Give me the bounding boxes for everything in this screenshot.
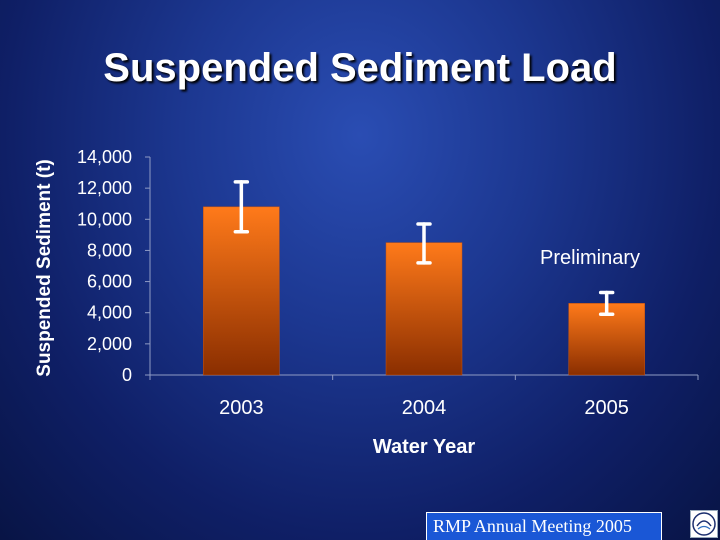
y-tick-label: 10,000: [77, 209, 132, 229]
slide-title: Suspended Sediment Load: [103, 46, 617, 90]
y-tick-label: 0: [122, 365, 132, 385]
y-tick-label: 8,000: [87, 240, 132, 260]
footer-text: RMP Annual Meeting 2005: [433, 516, 632, 536]
error-bar-2005: [598, 290, 615, 317]
preliminary-note: Preliminary: [540, 247, 641, 269]
x-tick-label: 2003: [219, 397, 264, 419]
y-tick-label: 6,000: [87, 272, 132, 292]
y-tick-label: 14,000: [77, 147, 132, 167]
y-axis-title: Suspended Sediment (t): [34, 159, 55, 376]
y-tick-label: 2,000: [87, 334, 132, 354]
x-tick-label: 2005: [584, 397, 629, 419]
bar-2003: [203, 206, 280, 376]
x-tick-label: 2004: [402, 397, 447, 419]
x-axis-title: Water Year: [373, 436, 476, 458]
footer-box: RMP Annual Meeting 2005: [426, 512, 662, 540]
y-tick-label: 4,000: [87, 303, 132, 323]
error-bar-2003: [233, 180, 250, 234]
bar-2004: [385, 242, 463, 376]
error-bar-2004: [416, 222, 432, 265]
y-tick-label: 12,000: [77, 178, 132, 198]
sfei-logo-icon: [690, 510, 718, 538]
